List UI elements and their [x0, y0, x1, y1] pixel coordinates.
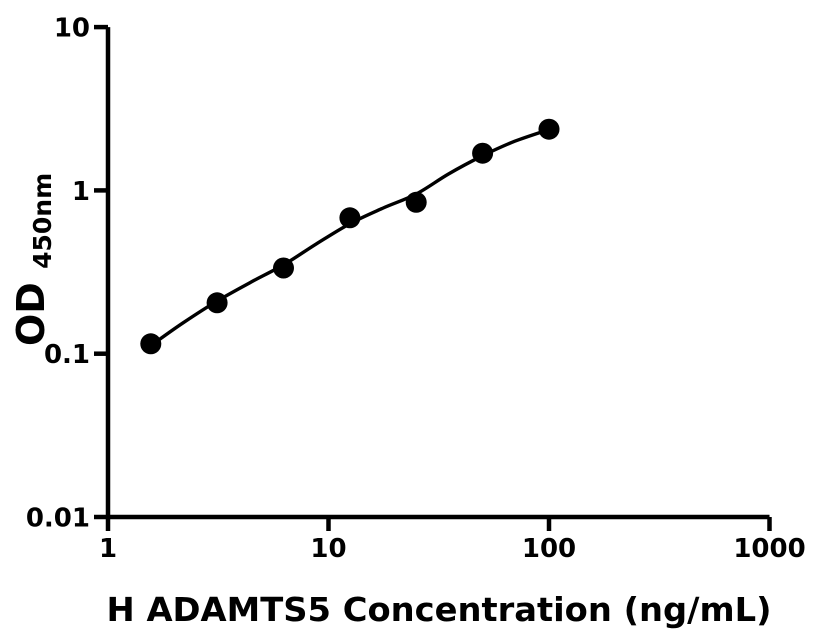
x-tick-label: 1000: [733, 534, 805, 564]
axes-group: [105, 27, 770, 520]
y-axis-title: OD 450nm: [9, 173, 57, 346]
data-point-marker: [472, 142, 494, 164]
x-axis-title: H ADAMTS5 Concentration (ng/mL): [107, 590, 772, 629]
y-tick-labels-group: 0.01 0.1 1 10: [26, 14, 90, 534]
y-tick-label: 1: [72, 177, 90, 207]
x-tick-label: 10: [310, 534, 346, 564]
data-point-marker: [140, 333, 162, 355]
x-tick-labels-group: 1 10 100 1000: [99, 534, 806, 564]
axis-spine: [105, 27, 770, 520]
data-point-marker: [538, 118, 560, 140]
data-point-marker: [405, 191, 427, 213]
data-point-marker: [339, 207, 361, 229]
y-tick-label: 0.1: [44, 340, 90, 370]
data-point-marker: [206, 292, 228, 314]
x-tick-label: 100: [522, 534, 576, 564]
y-tick-label: 0.01: [26, 504, 90, 534]
y-tick-label: 10: [54, 14, 90, 44]
y-axis-title-subscript: 450nm: [28, 173, 57, 269]
tick-marks-group: [94, 24, 772, 531]
data-point-marker: [273, 257, 294, 279]
x-tick-label: 1: [99, 534, 117, 564]
fit-curve-line: [149, 127, 551, 348]
y-axis-title-main: OD: [9, 282, 53, 346]
data-points-group: [140, 118, 560, 355]
